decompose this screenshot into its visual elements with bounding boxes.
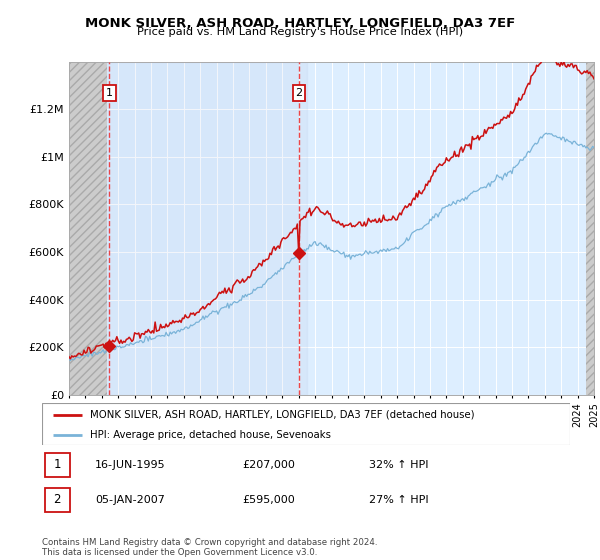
Text: 27% ↑ HPI: 27% ↑ HPI xyxy=(370,495,429,505)
Text: 2: 2 xyxy=(53,493,61,506)
Bar xyxy=(44,488,70,512)
Text: 05-JAN-2007: 05-JAN-2007 xyxy=(95,495,164,505)
Bar xyxy=(69,62,107,395)
Bar xyxy=(101,62,307,395)
Bar xyxy=(586,62,594,395)
Text: 1: 1 xyxy=(53,458,61,472)
Bar xyxy=(44,452,70,477)
Text: 2: 2 xyxy=(295,88,302,98)
Text: £207,000: £207,000 xyxy=(242,460,296,470)
Text: 1: 1 xyxy=(106,88,113,98)
Text: £595,000: £595,000 xyxy=(242,495,295,505)
Text: 16-JUN-1995: 16-JUN-1995 xyxy=(95,460,166,470)
Text: Contains HM Land Registry data © Crown copyright and database right 2024.
This d: Contains HM Land Registry data © Crown c… xyxy=(42,538,377,557)
Text: MONK SILVER, ASH ROAD, HARTLEY, LONGFIELD, DA3 7EF: MONK SILVER, ASH ROAD, HARTLEY, LONGFIEL… xyxy=(85,17,515,30)
Text: Price paid vs. HM Land Registry's House Price Index (HPI): Price paid vs. HM Land Registry's House … xyxy=(137,27,463,37)
Text: MONK SILVER, ASH ROAD, HARTLEY, LONGFIELD, DA3 7EF (detached house): MONK SILVER, ASH ROAD, HARTLEY, LONGFIEL… xyxy=(89,410,474,420)
Text: HPI: Average price, detached house, Sevenoaks: HPI: Average price, detached house, Seve… xyxy=(89,430,331,440)
Text: 32% ↑ HPI: 32% ↑ HPI xyxy=(370,460,429,470)
